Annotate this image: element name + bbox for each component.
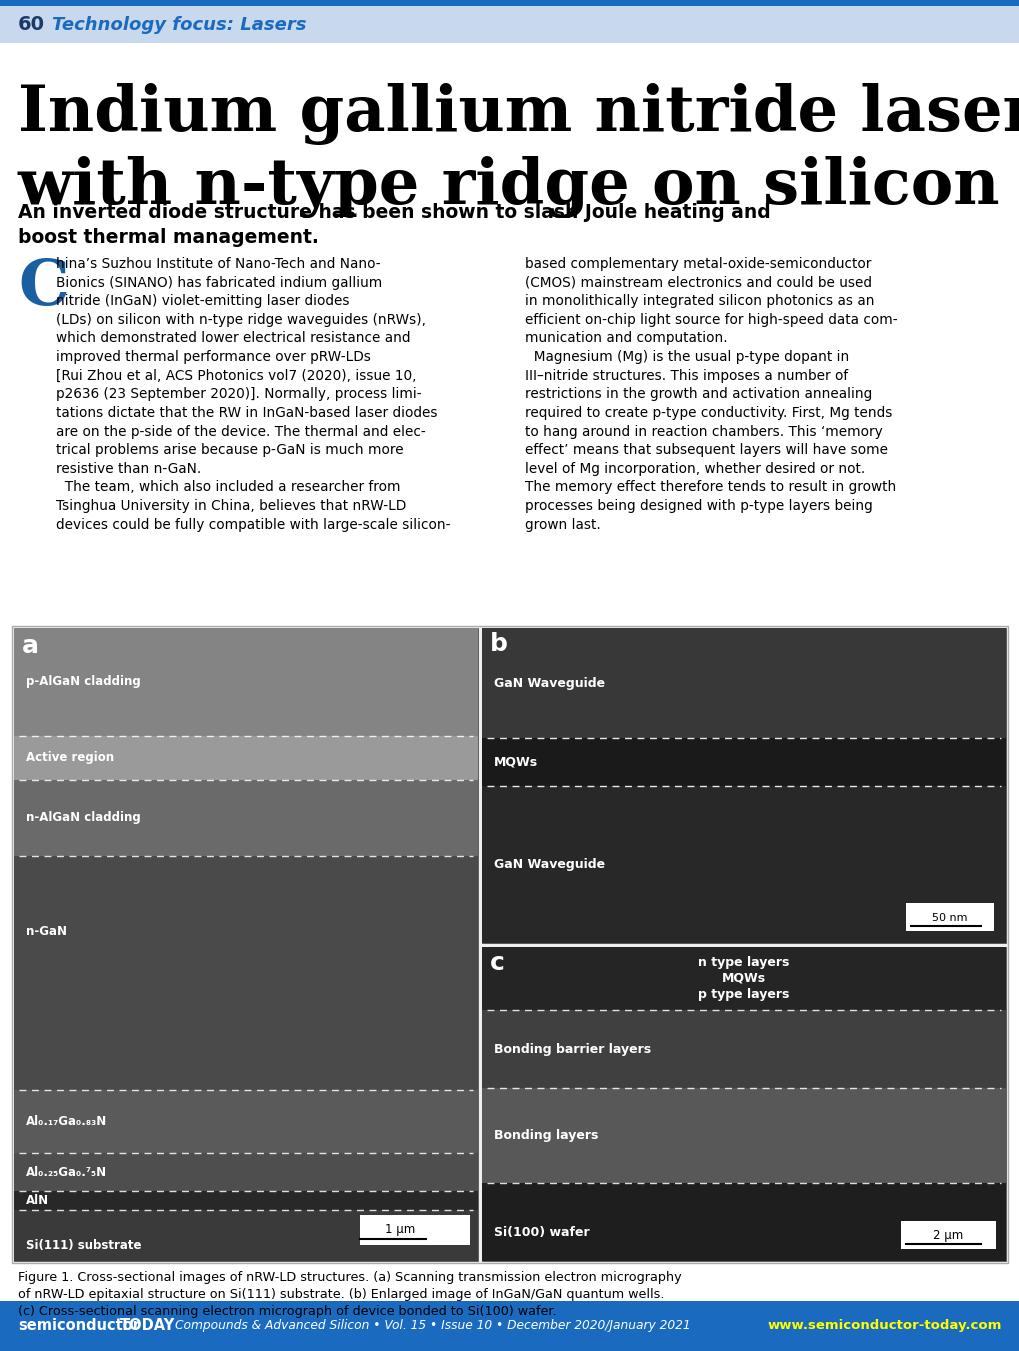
Text: n type layers
MQWs
p type layers: n type layers MQWs p type layers [698,957,789,1001]
Text: c: c [489,951,504,975]
Bar [12,626,1007,1263]
Bar [482,1009,1005,1089]
Text: C: C [18,257,68,317]
Text: Al₀.₂₅Ga₀.⁷₅N: Al₀.₂₅Ga₀.⁷₅N [25,1166,107,1179]
Text: MQWs: MQWs [493,755,538,769]
Text: based complementary metal-oxide-semiconductor
(CMOS) mainstream electronics and : based complementary metal-oxide-semicond… [525,257,897,532]
Bar [14,628,478,735]
Text: Active region: Active region [25,751,114,765]
Bar [14,1154,478,1192]
Text: n-AlGaN cladding: n-AlGaN cladding [25,812,141,824]
Text: Bonding layers: Bonding layers [493,1129,598,1142]
Text: 50 nm: 50 nm [931,913,967,923]
Bar [482,628,1005,943]
Bar [482,1089,1005,1182]
Text: b: b [489,632,507,657]
Text: 2 μm: 2 μm [932,1229,962,1243]
Text: GaN Waveguide: GaN Waveguide [493,858,604,871]
Text: 60: 60 [18,15,45,34]
Bar [482,1182,1005,1260]
Text: semiconductor: semiconductor [18,1319,140,1333]
Text: Technology focus: Lasers: Technology focus: Lasers [52,15,306,34]
Text: Bonding barrier layers: Bonding barrier layers [493,1043,650,1055]
Text: Si(100) wafer: Si(100) wafer [493,1227,589,1239]
Bar [0,5,1019,43]
Text: with n-type ridge on silicon: with n-type ridge on silicon [18,155,1000,218]
Bar [0,0,1019,5]
Text: Al₀.₁₇Ga₀.₈₃N: Al₀.₁₇Ga₀.₈₃N [25,1115,107,1128]
Text: p-AlGaN cladding: p-AlGaN cladding [25,676,141,688]
Bar [14,780,478,857]
Text: TODAY: TODAY [120,1319,175,1333]
Bar [14,628,478,1260]
Bar [14,857,478,1090]
Bar [900,1221,995,1250]
Text: Indium gallium nitride laser: Indium gallium nitride laser [18,82,1019,145]
Text: www.semiconductor-today.com: www.semiconductor-today.com [767,1320,1001,1332]
Bar [14,735,478,780]
Text: hina’s Suzhou Institute of Nano-Tech and Nano-
Bionics (SINANO) has fabricated i: hina’s Suzhou Institute of Nano-Tech and… [56,257,450,532]
Bar [360,1215,470,1246]
Bar [482,785,1005,943]
Text: a: a [22,634,39,658]
Text: An inverted diode structure has been shown to slash Joule heating and: An inverted diode structure has been sho… [18,203,770,222]
Bar [482,947,1005,1009]
Bar [0,1301,1019,1351]
Text: Figure 1. Cross-sectional images of nRW-LD structures. (a) Scanning transmission: Figure 1. Cross-sectional images of nRW-… [18,1271,681,1319]
Text: 1 μm: 1 μm [384,1223,415,1236]
Text: AlN: AlN [25,1194,49,1208]
Bar [14,1090,478,1154]
Text: Si(111) substrate: Si(111) substrate [25,1239,142,1251]
Text: boost thermal management.: boost thermal management. [18,228,319,247]
Bar [482,947,1005,1260]
Bar [905,902,994,931]
Bar [482,628,1005,738]
Bar [14,1210,478,1260]
Text: GaN Waveguide: GaN Waveguide [493,677,604,689]
Text: n-GaN: n-GaN [25,925,67,939]
Bar [14,1192,478,1210]
Text: Compounds & Advanced Silicon • Vol. 15 • Issue 10 • December 2020/January 2021: Compounds & Advanced Silicon • Vol. 15 •… [175,1320,690,1332]
Bar [482,738,1005,785]
